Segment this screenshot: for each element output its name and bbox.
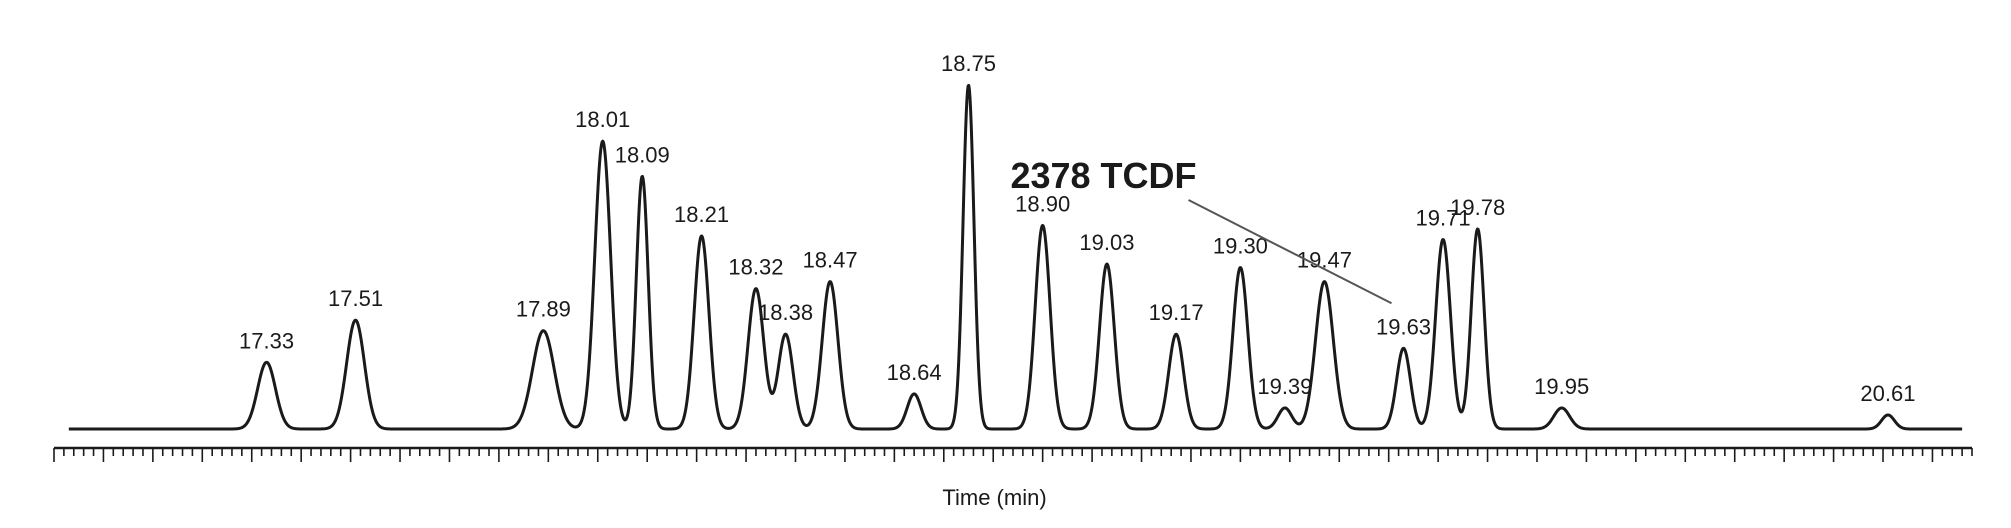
peak-label-18-64: 18.64 xyxy=(887,360,942,385)
peak-labels: 17.33 17.51 17.89 18.01 18.09 18.21 18.32 18.38… xyxy=(239,51,1915,406)
x-axis-title: Time (min) xyxy=(942,485,1046,510)
peak-label-18-32: 18.32 xyxy=(728,255,783,280)
chromatogram-trace xyxy=(67,83,1963,431)
peak-label-19-17: 19.17 xyxy=(1149,300,1204,325)
peak-label-18-09: 18.09 xyxy=(615,142,670,167)
peak-label-18-75: 18.75 xyxy=(941,51,996,76)
peak-label-18-21: 18.21 xyxy=(674,202,729,227)
peak-label-17-51: 17.51 xyxy=(328,286,383,311)
annotation-2378-tcdf: 2378 TCDF xyxy=(1010,155,1196,196)
peak-label-18-47: 18.47 xyxy=(803,248,858,273)
peak-label-18-90: 18.90 xyxy=(1015,191,1070,216)
annotation-leader-line xyxy=(1188,199,1392,305)
peak-label-19-30: 19.30 xyxy=(1213,234,1268,259)
peak-label-19-63: 19.63 xyxy=(1376,314,1431,339)
peak-label-19-39: 19.39 xyxy=(1257,374,1312,399)
peak-label-19-78: 19.78 xyxy=(1450,195,1505,220)
x-axis-ticks xyxy=(53,448,1973,462)
peak-label-17-89: 17.89 xyxy=(516,297,571,322)
peak-label-19-03: 19.03 xyxy=(1079,230,1134,255)
peak-label-20-61: 20.61 xyxy=(1860,381,1915,406)
peak-label-19-95: 19.95 xyxy=(1534,374,1589,399)
peak-label-17-33: 17.33 xyxy=(239,328,294,353)
peak-label-19-71: 19.71 xyxy=(1416,205,1471,230)
peak-label-18-01: 18.01 xyxy=(575,107,630,132)
peak-label-18-38: 18.38 xyxy=(758,300,813,325)
